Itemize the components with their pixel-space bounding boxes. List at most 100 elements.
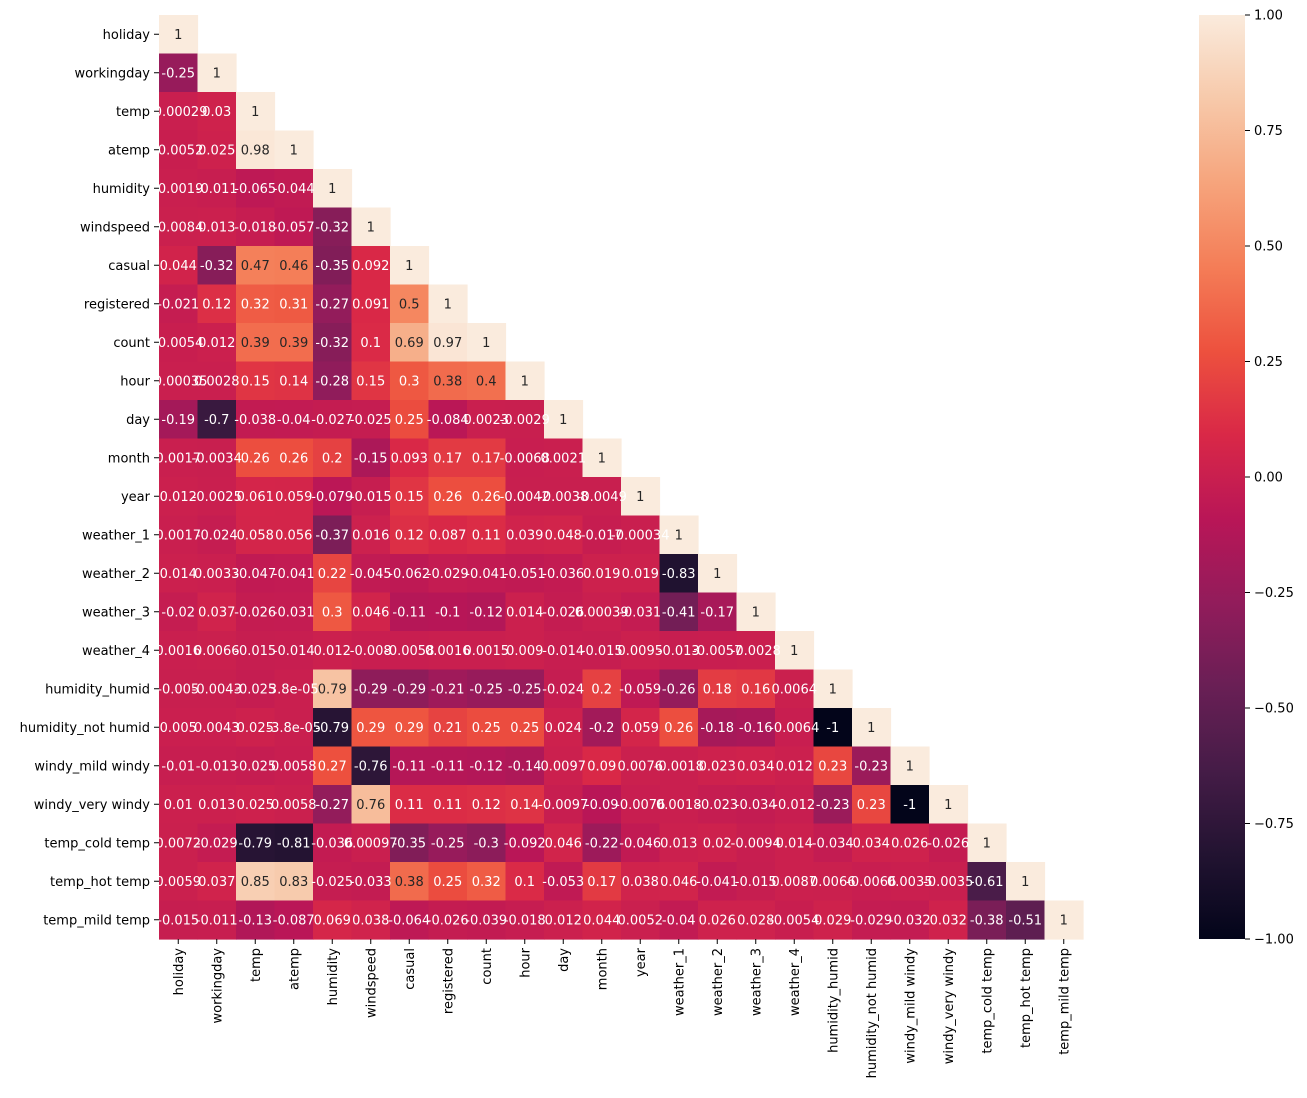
colorbar-tick-label: 0.50 (1254, 240, 1283, 255)
cell-annotation: -0.16 (739, 721, 773, 736)
heatmap-cell (159, 15, 199, 55)
heatmap-cell (236, 785, 276, 825)
cell-annotation: 0.38 (395, 875, 424, 890)
cell-annotation: -0.00029 (149, 105, 207, 120)
heatmap-cell (621, 477, 661, 517)
heatmap-cell (274, 900, 314, 940)
heatmap-cell (505, 823, 545, 863)
cell-annotation: -0.013 (658, 644, 700, 659)
cell-annotation: 1 (598, 451, 606, 466)
heatmap-cell (274, 323, 314, 363)
heatmap-cell (467, 900, 507, 940)
heatmap-cell (467, 746, 507, 786)
heatmap-cell (929, 785, 969, 825)
heatmap-cell (813, 785, 853, 825)
cell-annotation: -0.031 (273, 605, 315, 620)
cell-annotation: -0.7 (204, 413, 229, 428)
heatmap-cell (159, 477, 199, 517)
cell-annotation: 0.00097 (344, 836, 398, 851)
cell-annotation: -0.087 (273, 913, 315, 928)
cell-annotation: 0.76 (356, 798, 385, 813)
heatmap-cell (274, 438, 314, 478)
heatmap-cell (197, 592, 237, 632)
heatmap-cell (351, 207, 391, 247)
cell-annotation: 0.059 (275, 490, 312, 505)
cell-annotation: -0.039 (465, 913, 507, 928)
cell-annotation: -0.32 (315, 220, 349, 235)
y-tick-label: temp_mild temp (43, 913, 150, 928)
heatmap-cell (159, 284, 199, 324)
heatmap-cell (390, 669, 430, 709)
heatmap-cell (274, 477, 314, 517)
cell-annotation: 1 (713, 567, 721, 582)
heatmap-cell (852, 900, 892, 940)
heatmap-cell (351, 361, 391, 401)
heatmap-cell (274, 631, 314, 671)
cell-annotation: 0.26 (241, 451, 270, 466)
heatmap-cell (351, 400, 391, 440)
cell-annotation: -0.026 (427, 913, 469, 928)
heatmap-cells (159, 15, 1084, 940)
heatmap-cell (505, 708, 545, 748)
heatmap-cell (1006, 900, 1046, 940)
heatmap-cell (582, 708, 622, 748)
heatmap-cell (159, 592, 199, 632)
heatmap-cell (544, 477, 584, 517)
heatmap-cell (274, 246, 314, 286)
x-tick-label: registered (441, 948, 456, 1014)
cell-annotation: -0.81 (277, 836, 311, 851)
cell-annotation: 0.11 (433, 798, 462, 813)
x-tick-labels: holiday workingday temp atemp humidity windsp… (172, 939, 1072, 1078)
heatmap-cell (544, 631, 584, 671)
x-tick-label: hour (518, 947, 533, 977)
cell-annotation: -0.11 (392, 759, 426, 774)
heatmap-cell (582, 823, 622, 863)
heatmap-cell (159, 669, 199, 709)
cell-annotation: 0.2 (591, 682, 612, 697)
cell-annotation: 1 (367, 220, 375, 235)
heatmap-cell (621, 515, 661, 555)
cell-annotation: 1 (328, 182, 336, 197)
heatmap-cell (621, 631, 661, 671)
cell-annotation: 1 (829, 682, 837, 697)
heatmap-cell (428, 438, 468, 478)
cell-annotation: 0.046 (660, 875, 697, 890)
heatmap-cell (313, 554, 353, 594)
heatmap-cell (467, 862, 507, 902)
cell-annotation: 0.034 (853, 836, 890, 851)
cell-annotation: -0.0094 (731, 836, 781, 851)
heatmap-cell (736, 785, 776, 825)
colorbar-tick-label: −1.00 (1254, 933, 1294, 948)
heatmap-cell (967, 823, 1007, 863)
heatmap-cell (428, 746, 468, 786)
heatmap-cell (505, 515, 545, 555)
heatmap-cell (659, 592, 699, 632)
cell-annotation: -0.041 (273, 567, 315, 582)
cell-annotation: -0.057 (273, 220, 315, 235)
cell-annotation: 0.0015 (464, 644, 510, 659)
cell-annotation: -0.051 (504, 567, 546, 582)
heatmap-cell (274, 592, 314, 632)
heatmap-cell (775, 862, 815, 902)
y-tick-label: weather_3 (82, 605, 150, 620)
cell-annotation: 0.025 (237, 798, 274, 813)
heatmap-cell (852, 823, 892, 863)
cell-annotation: 0.0066 (810, 875, 856, 890)
heatmap-cell (505, 785, 545, 825)
heatmap-cell (505, 746, 545, 786)
y-tick-label: holiday (103, 28, 151, 43)
heatmap-cell (813, 669, 853, 709)
cell-annotation: 0.023 (699, 759, 736, 774)
cell-annotation: -0.23 (854, 759, 888, 774)
heatmap-cell (159, 554, 199, 594)
cell-annotation: -0.41 (662, 605, 696, 620)
y-tick-label: atemp (108, 143, 150, 158)
heatmap-cell (621, 592, 661, 632)
cell-annotation: -0.041 (465, 567, 507, 582)
heatmap-cell (544, 554, 584, 594)
x-tick-label: temp_mild temp (1057, 948, 1072, 1055)
heatmap-cell (236, 592, 276, 632)
cell-annotation: 1 (1060, 913, 1068, 928)
heatmap-cell (428, 592, 468, 632)
heatmap-cell (659, 823, 699, 863)
